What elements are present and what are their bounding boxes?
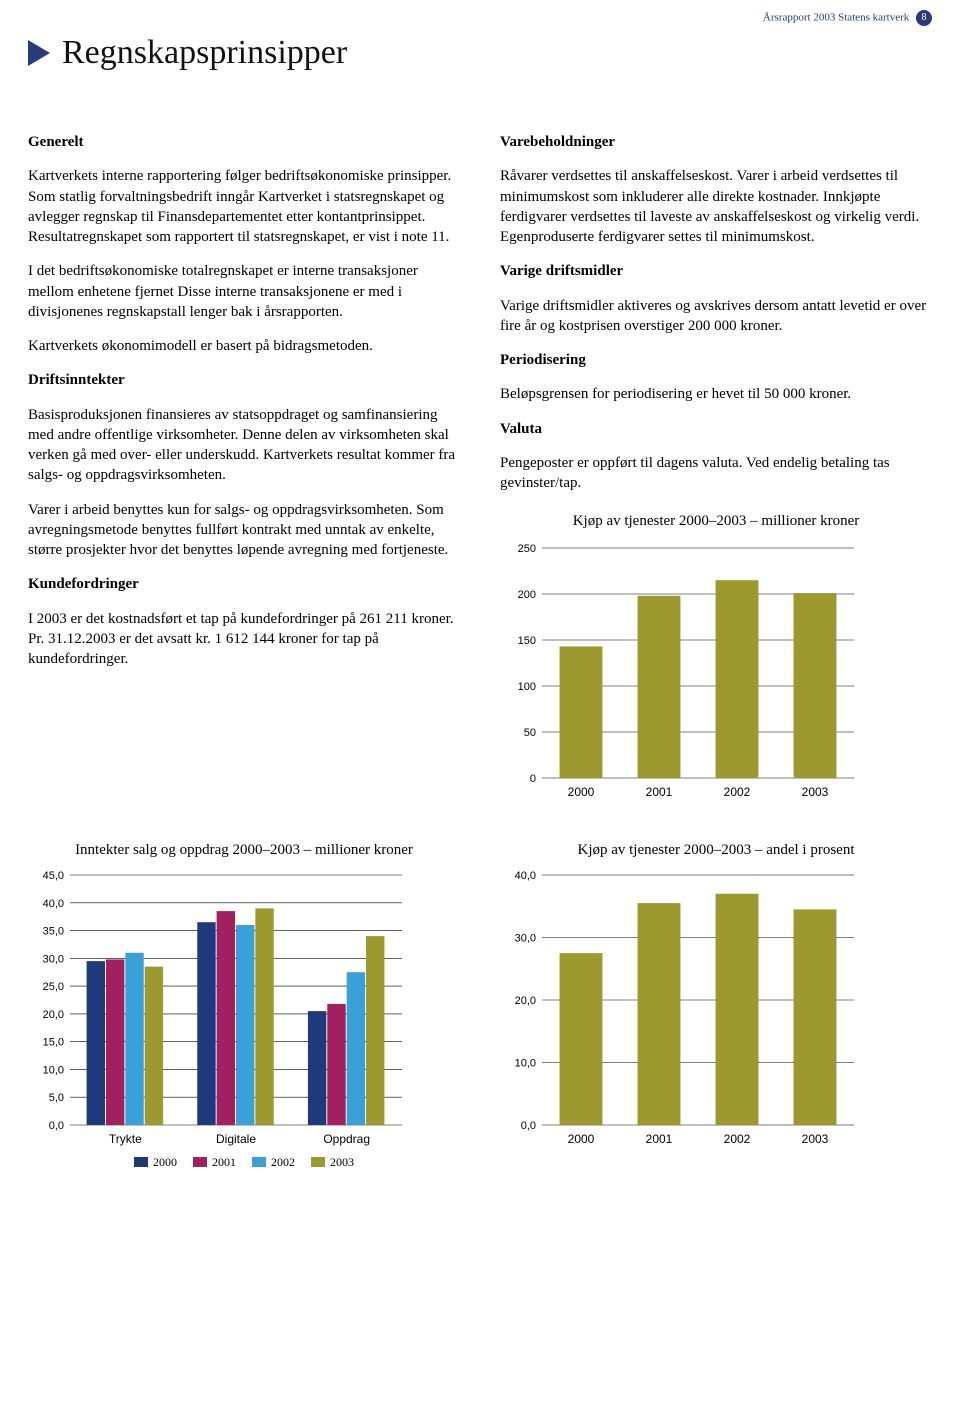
- svg-text:0,0: 0,0: [49, 1120, 64, 1132]
- svg-text:2002: 2002: [724, 1132, 751, 1146]
- chart-kjop-prosent-title: Kjøp av tjenester 2000–2003 – andel i pr…: [500, 842, 932, 859]
- heading-varige: Varige driftsmidler: [500, 261, 932, 281]
- page-number-badge: 8: [916, 10, 932, 26]
- legend-label: 2001: [212, 1155, 236, 1170]
- legend-item: 2000: [134, 1155, 177, 1170]
- svg-text:2003: 2003: [802, 1132, 829, 1146]
- para-kunde: I 2003 er det kostnadsført et tap på kun…: [28, 609, 460, 670]
- legend-item: 2003: [311, 1155, 354, 1170]
- svg-text:45,0: 45,0: [43, 870, 64, 882]
- svg-text:35,0: 35,0: [43, 925, 64, 937]
- svg-text:25,0: 25,0: [43, 981, 64, 993]
- legend-swatch: [193, 1157, 207, 1167]
- para-valuta: Pengeposter er oppført til dagens valuta…: [500, 453, 932, 494]
- svg-text:100: 100: [518, 681, 536, 693]
- heading-vare: Varebeholdninger: [500, 132, 932, 152]
- svg-text:40,0: 40,0: [43, 897, 64, 909]
- heading-drift: Driftsinntekter: [28, 370, 460, 390]
- legend-label: 2002: [271, 1155, 295, 1170]
- right-column: Varebeholdninger Råvarer verdsettes til …: [500, 132, 932, 802]
- svg-text:Digitale: Digitale: [216, 1132, 256, 1146]
- svg-text:0,0: 0,0: [521, 1120, 536, 1132]
- chart-inntekter-legend: 2000 2001 2002 2003: [28, 1155, 460, 1170]
- svg-text:0: 0: [530, 773, 536, 785]
- svg-text:2003: 2003: [802, 785, 829, 799]
- doc-title: Årsrapport 2003 Statens kartverk: [763, 12, 909, 24]
- svg-text:5,0: 5,0: [49, 1092, 64, 1104]
- svg-text:2001: 2001: [646, 1132, 673, 1146]
- chart-inntekter-svg: 0,0 5,0 10,0 15,0 20,0 25,0 30,0 35,0 40,0 45,0 Tr…: [28, 869, 408, 1149]
- svg-text:150: 150: [518, 635, 536, 647]
- chart-kjop-mill-svg: 0 50 100 150 200 250 2000 2001 2002 2003: [500, 542, 860, 802]
- left-column: Generelt Kartverkets interne rapporterin…: [28, 132, 460, 802]
- para-period: Beløpsgrensen for periodisering er hevet…: [500, 384, 932, 404]
- svg-text:2000: 2000: [568, 1132, 595, 1146]
- legend-swatch: [252, 1157, 266, 1167]
- svg-text:2001: 2001: [646, 785, 673, 799]
- svg-text:10,0: 10,0: [515, 1057, 536, 1069]
- chart-kjop-prosent-svg: 0,0 10,0 20,0 30,0 40,0 2000 2001 2002 2003: [500, 869, 860, 1149]
- chart-kjop-mill-title: Kjøp av tjenester 2000–2003 – millioner …: [500, 511, 932, 531]
- para-generelt-2: I det bedriftsøkonomiske totalregnskapet…: [28, 261, 460, 322]
- svg-text:200: 200: [518, 589, 536, 601]
- svg-text:2000: 2000: [568, 785, 595, 799]
- chart-inntekter-title: Inntekter salg og oppdrag 2000–2003 – mi…: [28, 842, 460, 859]
- svg-text:Oppdrag: Oppdrag: [323, 1132, 370, 1146]
- svg-text:10,0: 10,0: [43, 1064, 64, 1076]
- svg-text:Trykte: Trykte: [109, 1132, 142, 1146]
- chart-kjop-prosent: Kjøp av tjenester 2000–2003 – andel i pr…: [500, 842, 932, 1149]
- title-arrow-icon: [28, 40, 50, 66]
- para-varige: Varige driftsmidler aktiveres og avskriv…: [500, 296, 932, 337]
- chart-inntekter: Inntekter salg og oppdrag 2000–2003 – mi…: [28, 842, 460, 1170]
- heading-valuta: Valuta: [500, 419, 932, 439]
- heading-kunde: Kundefordringer: [28, 574, 460, 594]
- para-drift: Basisproduksjonen finansieres av statsop…: [28, 405, 460, 486]
- para-generelt-1: Kartverkets interne rapportering følger …: [28, 166, 460, 247]
- legend-label: 2003: [330, 1155, 354, 1170]
- chart-kjop-mill: Kjøp av tjenester 2000–2003 – millioner …: [500, 511, 932, 801]
- legend-item: 2001: [193, 1155, 236, 1170]
- legend-item: 2002: [252, 1155, 295, 1170]
- svg-text:20,0: 20,0: [515, 995, 536, 1007]
- heading-generelt: Generelt: [28, 132, 460, 152]
- svg-text:250: 250: [518, 543, 536, 555]
- page-header: Årsrapport 2003 Statens kartverk 8: [28, 10, 932, 26]
- svg-text:20,0: 20,0: [43, 1008, 64, 1020]
- svg-text:50: 50: [524, 727, 536, 739]
- legend-swatch: [311, 1157, 325, 1167]
- page-title: Regnskapsprinsipper: [62, 34, 347, 72]
- svg-text:40,0: 40,0: [515, 870, 536, 882]
- legend-swatch: [134, 1157, 148, 1167]
- para-generelt-3: Kartverkets økonomimodell er basert på b…: [28, 336, 460, 356]
- para-vare: Råvarer verdsettes til anskaffelseskost.…: [500, 166, 932, 247]
- heading-period: Periodisering: [500, 350, 932, 370]
- svg-text:30,0: 30,0: [515, 932, 536, 944]
- legend-label: 2000: [153, 1155, 177, 1170]
- svg-text:30,0: 30,0: [43, 953, 64, 965]
- svg-text:15,0: 15,0: [43, 1036, 64, 1048]
- svg-text:2002: 2002: [724, 785, 751, 799]
- para-varer: Varer i arbeid benyttes kun for salgs- o…: [28, 500, 460, 561]
